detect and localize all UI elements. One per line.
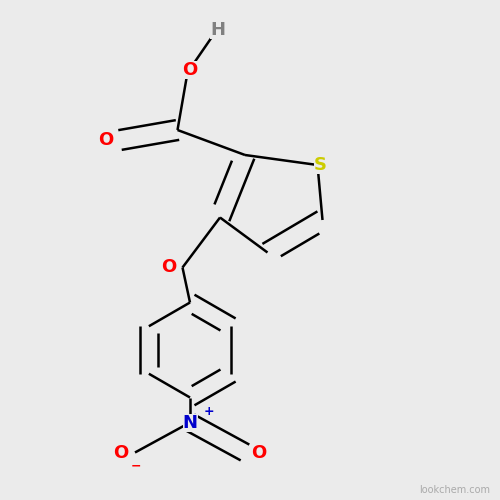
Text: +: + bbox=[204, 405, 214, 418]
Text: S: S bbox=[314, 156, 326, 174]
Text: O: O bbox=[252, 444, 266, 462]
Text: O: O bbox=[182, 61, 198, 79]
Text: O: O bbox=[98, 131, 114, 149]
Text: N: N bbox=[182, 414, 198, 432]
Text: O: O bbox=[114, 444, 128, 462]
Text: −: − bbox=[131, 460, 141, 473]
Text: lookchem.com: lookchem.com bbox=[419, 485, 490, 495]
Text: O: O bbox=[161, 258, 176, 276]
Text: H: H bbox=[210, 21, 225, 39]
